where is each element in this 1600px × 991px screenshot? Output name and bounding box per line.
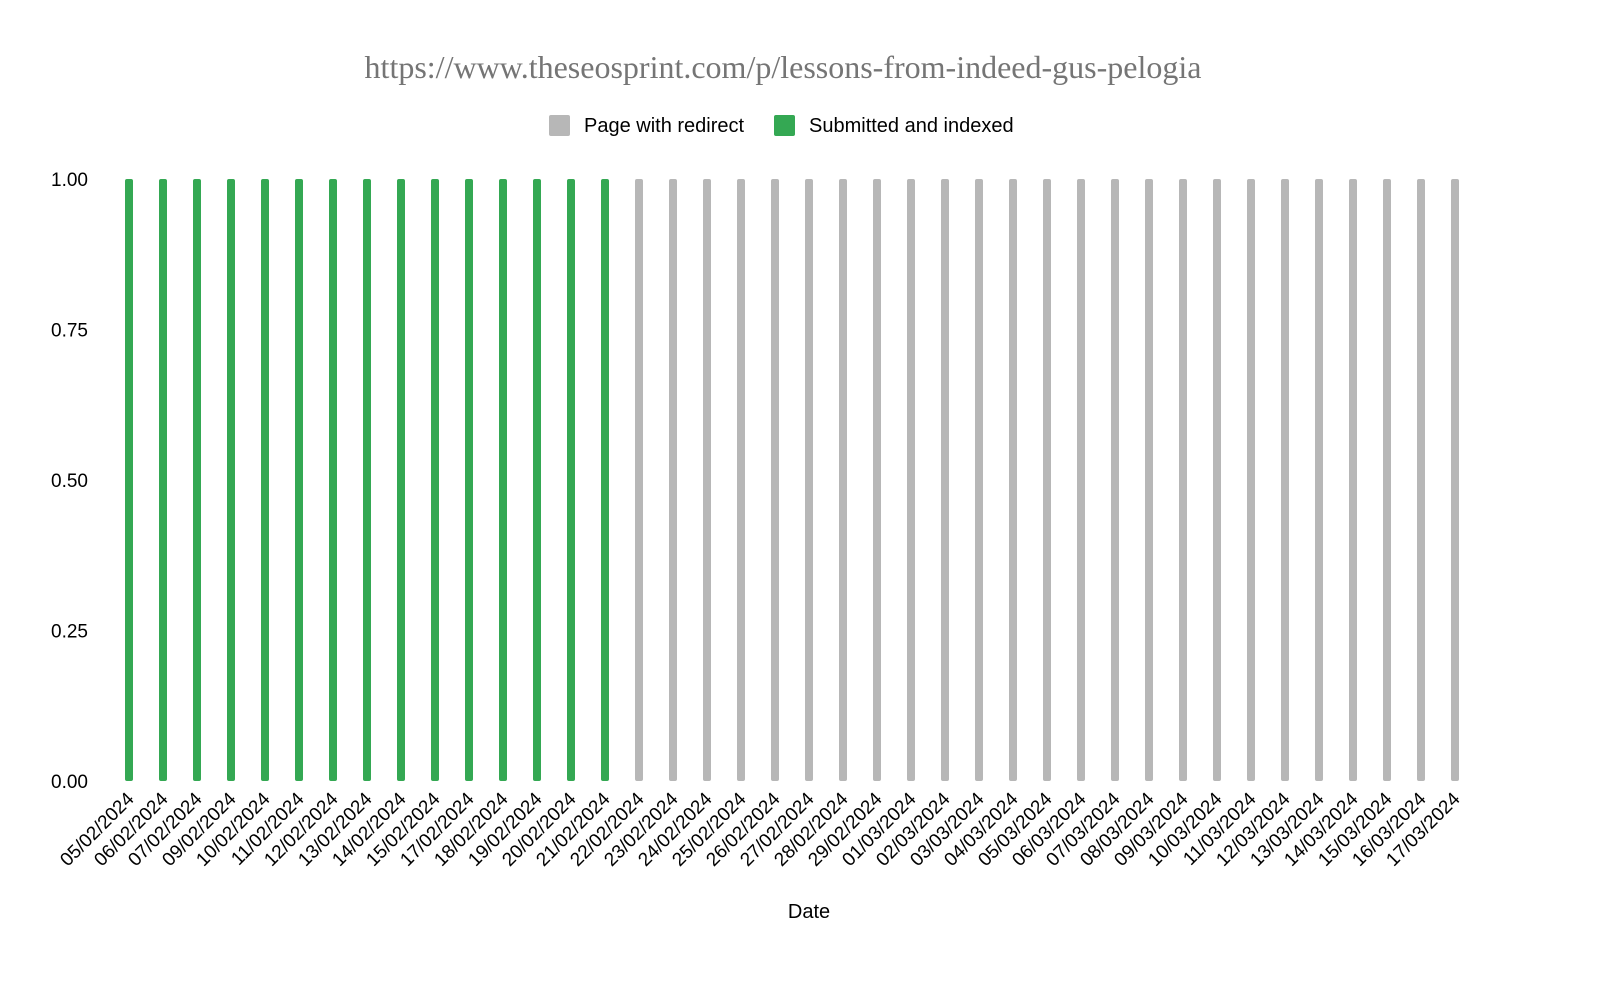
bar-submitted-and-indexed xyxy=(567,179,575,781)
bar-page-with-redirect xyxy=(907,179,915,781)
bar-page-with-redirect xyxy=(771,179,779,781)
bar-page-with-redirect xyxy=(975,179,983,781)
bar-page-with-redirect xyxy=(737,179,745,781)
y-tick-label: 0.25 xyxy=(51,622,88,643)
bar-page-with-redirect xyxy=(1111,179,1119,781)
y-axis: 0.00 0.25 0.50 0.75 1.00 xyxy=(51,170,88,793)
chart-legend: Page with redirect Submitted and indexed xyxy=(549,115,1014,137)
legend-swatch-page-with-redirect xyxy=(549,115,570,136)
y-tick-label: 0.50 xyxy=(51,471,88,492)
bar-submitted-and-indexed xyxy=(329,179,337,781)
bar-page-with-redirect xyxy=(1247,179,1255,781)
bar-submitted-and-indexed xyxy=(125,179,133,781)
bar-submitted-and-indexed xyxy=(465,179,473,781)
bar-page-with-redirect xyxy=(1145,179,1153,781)
legend-label-submitted-and-indexed: Submitted and indexed xyxy=(809,115,1014,137)
bar-page-with-redirect xyxy=(805,179,813,781)
bar-submitted-and-indexed xyxy=(159,179,167,781)
bar-submitted-and-indexed xyxy=(499,179,507,781)
y-tick-label: 1.00 xyxy=(51,170,88,191)
bar-page-with-redirect xyxy=(1077,179,1085,781)
bar-page-with-redirect xyxy=(669,179,677,781)
bar-submitted-and-indexed xyxy=(533,179,541,781)
bar-submitted-and-indexed xyxy=(363,179,371,781)
bar-page-with-redirect xyxy=(1179,179,1187,781)
bar-page-with-redirect xyxy=(941,179,949,781)
x-axis: 05/02/202406/02/202407/02/202409/02/2024… xyxy=(56,788,1464,870)
bar-page-with-redirect xyxy=(839,179,847,781)
bar-submitted-and-indexed xyxy=(193,179,201,781)
bar-submitted-and-indexed xyxy=(397,179,405,781)
bar-page-with-redirect xyxy=(1009,179,1017,781)
bars xyxy=(125,179,1459,781)
bar-submitted-and-indexed xyxy=(601,179,609,781)
bar-page-with-redirect xyxy=(635,179,643,781)
bar-page-with-redirect xyxy=(1451,179,1459,781)
x-axis-title: Date xyxy=(788,901,830,923)
bar-submitted-and-indexed xyxy=(295,179,303,781)
bar-page-with-redirect xyxy=(873,179,881,781)
bar-page-with-redirect xyxy=(1315,179,1323,781)
bar-page-with-redirect xyxy=(1383,179,1391,781)
y-tick-label: 0.00 xyxy=(51,772,88,793)
bar-submitted-and-indexed xyxy=(431,179,439,781)
bar-submitted-and-indexed xyxy=(227,179,235,781)
chart-title: https://www.theseosprint.com/p/lessons-f… xyxy=(365,49,1202,85)
bar-page-with-redirect xyxy=(1281,179,1289,781)
bar-page-with-redirect xyxy=(1417,179,1425,781)
bar-page-with-redirect xyxy=(1213,179,1221,781)
legend-label-page-with-redirect: Page with redirect xyxy=(584,115,745,137)
bar-submitted-and-indexed xyxy=(261,179,269,781)
bar-page-with-redirect xyxy=(1349,179,1357,781)
y-tick-label: 0.75 xyxy=(51,321,88,342)
bar-page-with-redirect xyxy=(1043,179,1051,781)
legend-swatch-submitted-and-indexed xyxy=(774,115,795,136)
bar-page-with-redirect xyxy=(703,179,711,781)
